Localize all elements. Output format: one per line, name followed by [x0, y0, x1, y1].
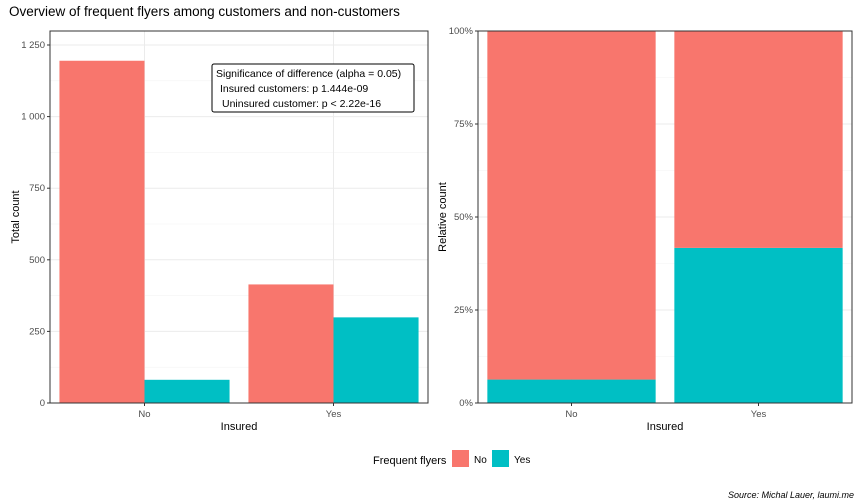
bar-no-yes — [144, 379, 230, 403]
y-tick-label: 1 250 — [21, 40, 45, 51]
y-tick-label: 750 — [29, 183, 45, 194]
y-tick-label: 0 — [40, 398, 45, 409]
y-tick-label: 100% — [449, 26, 474, 37]
y-tick-label: 75% — [454, 119, 474, 130]
legend-label-yes: Yes — [514, 455, 530, 466]
legend-label-no: No — [474, 455, 487, 466]
left-y-ticks: 0 250 500 750 1 000 1 250 — [21, 40, 50, 409]
bar-yes-yes — [674, 247, 843, 403]
right-y-axis-title: Relative count — [437, 182, 449, 252]
y-tick-label: 250 — [29, 326, 45, 337]
annotation-line-1: Significance of difference (alpha = 0.05… — [216, 68, 401, 80]
annotation-line-2: Insured customers: p 1.444e-09 — [220, 83, 368, 95]
legend-swatch-yes — [492, 450, 509, 467]
bar-yes-no — [248, 284, 334, 403]
left-panel: 0 250 500 750 1 000 1 250 No Yes Insured Total… — [10, 30, 429, 433]
chart-title: Overview of frequent flyers among custom… — [9, 4, 400, 19]
left-x-axis-title: Insured — [221, 421, 258, 433]
left-x-ticks: No Yes — [138, 403, 341, 420]
right-bars — [487, 31, 843, 403]
significance-annotation: Significance of difference (alpha = 0.05… — [211, 63, 415, 113]
y-tick-label: 500 — [29, 255, 45, 266]
bar-yes-yes — [333, 317, 419, 403]
y-tick-label: 50% — [454, 212, 474, 223]
x-tick-label: No — [565, 409, 577, 420]
source-caption: Source: Michal Lauer, laumi.me — [727, 490, 854, 500]
right-x-ticks: No Yes — [565, 403, 766, 420]
left-bars — [59, 60, 419, 403]
legend-title: Frequent flyers — [373, 455, 447, 467]
legend-swatch-no — [452, 450, 469, 467]
bar-yes-no — [674, 31, 843, 248]
x-tick-label: Yes — [326, 409, 342, 420]
bar-no-no — [487, 31, 656, 380]
annotation-box — [211, 63, 415, 113]
bar-no-no — [59, 60, 145, 403]
y-tick-label: 0% — [459, 398, 473, 409]
right-x-axis-title: Insured — [647, 421, 684, 433]
y-tick-label: 25% — [454, 305, 474, 316]
x-tick-label: No — [138, 409, 150, 420]
annotation-line-3: Uninsured customer: p < 2.22e-16 — [222, 98, 381, 110]
bar-no-yes — [487, 379, 656, 403]
y-tick-label: 1 000 — [21, 112, 45, 123]
legend: Frequent flyers No Yes — [373, 450, 530, 467]
x-tick-label: Yes — [751, 409, 767, 420]
right-panel: 0% 25% 50% 75% 100% No Yes Insured Relative c… — [437, 26, 853, 433]
right-y-ticks: 0% 25% 50% 75% 100% — [449, 26, 478, 409]
left-panel-border — [49, 30, 429, 404]
left-y-axis-title: Total count — [10, 190, 22, 243]
